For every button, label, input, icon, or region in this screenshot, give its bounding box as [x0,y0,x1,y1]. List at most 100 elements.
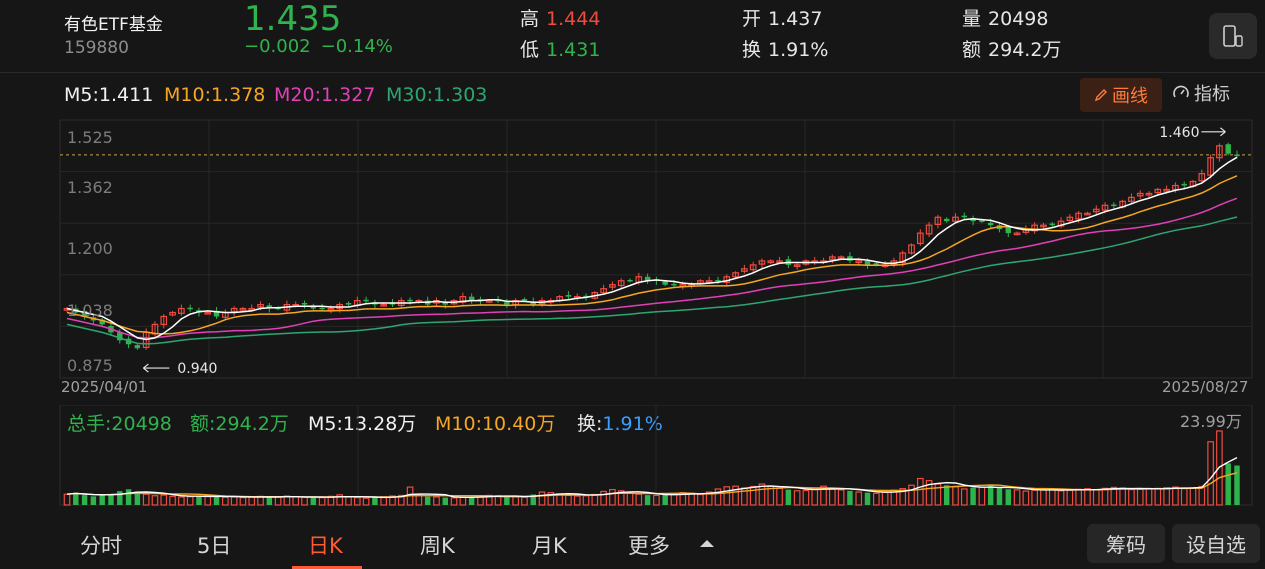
volume-bar [714,488,722,506]
change-value: −0.002 [244,36,311,57]
volume-bar [864,492,871,505]
candle-body [715,279,721,282]
tab-5day[interactable]: 5日 [197,534,232,558]
volume-bar [301,496,308,506]
volume-bar [1154,487,1162,506]
candle-body [916,232,924,245]
fund-code: 159880 [64,38,129,58]
candle-body [741,268,748,272]
candle-body [793,264,801,267]
high-value: 1.444 [546,8,601,30]
turnover-stat: 换 1.91% [742,39,829,61]
volume-bar [837,489,845,506]
candle-body [1225,144,1231,154]
landscape-toggle-button[interactable] [1209,13,1257,59]
volume-bar [547,492,555,506]
volume-bar [63,493,71,506]
candle-body [1154,188,1162,194]
volume-bar [117,491,123,505]
volume-bar [90,496,97,505]
candle-body [530,301,536,305]
volume-bar [573,495,581,506]
volume-bar [1066,489,1074,506]
high-stat: 高 1.444 [520,8,601,30]
open-stat: 开 1.437 [742,8,823,30]
volume-bar [1234,465,1240,505]
turnover-value: 1.91% [768,39,829,61]
volume-bar [644,495,651,505]
tab-monthly-k[interactable]: 月K [532,534,567,558]
candle-body [363,299,369,302]
volume-bar [723,486,731,506]
volume-bar [925,480,933,506]
volume-bar [600,490,607,506]
change-percent: −0.14% [320,36,393,57]
candle-body [565,295,572,297]
volume-bar [802,489,810,506]
max-price-annotation: 1.460 [1159,125,1199,141]
candle-body [248,307,256,311]
amount-stat: 额 294.2万 [962,39,1062,61]
candle-body [1128,196,1135,202]
candle-body [1066,216,1074,222]
candle-body [583,295,589,298]
tab-more[interactable]: 更多 [628,534,670,558]
candle-body [495,299,501,302]
volume-chart[interactable] [0,405,1265,513]
candle-body [81,310,88,317]
candle-body [257,303,264,308]
candle-body [230,307,238,313]
candle-body [952,216,959,222]
volume-bar [899,488,907,506]
candle-body [758,260,766,265]
tab-intraday[interactable]: 分时 [80,534,122,558]
volume-bar [125,489,132,505]
candle-body [99,319,105,325]
volume-bar [635,493,643,506]
indicator-button[interactable]: 指标 [1172,80,1230,106]
candle-body [617,280,625,287]
volume-bar [811,488,819,506]
candle-body [1013,232,1021,236]
ma20-line [66,197,1238,339]
candle-body [477,299,484,301]
caret-up-icon[interactable] [700,540,714,547]
candle-body [327,307,335,311]
volume-bar [626,492,634,506]
volume-bar [230,496,238,506]
add-watchlist-button[interactable]: 设自选 [1172,524,1260,563]
draw-line-button[interactable]: 画线 [1080,78,1162,112]
y-tick-label: 1.200 [67,239,113,258]
chip-distribution-button[interactable]: 筹码 [1087,524,1165,563]
volume-bar [424,496,431,505]
volume-bar [1180,488,1188,506]
ma20-label: M20:1.327 [274,84,376,106]
phone-rotate-icon [1223,25,1243,47]
candle-body [749,264,757,271]
tab-daily-k[interactable]: 日K [308,534,343,558]
ma30-label: M30:1.303 [386,84,488,106]
volume-bar [1145,488,1153,506]
volume-bar [732,485,739,506]
candle-body [160,315,168,326]
volume-bar [855,491,863,506]
candle-body [1049,223,1055,226]
volume-bar [336,494,344,506]
vol-ma10-label: M10:10.40万 [435,413,556,435]
total-volume-label: 总手:20498 [67,413,172,435]
volume-bar [960,488,968,506]
volume-bar [1110,486,1118,506]
volume-bar [881,491,889,506]
volume-bar [970,487,976,505]
volume-bar [996,487,1003,505]
tab-weekly-k[interactable]: 周K [420,534,455,558]
candle-body [873,263,880,265]
period-tab-bar: 分时 5日 日K 周K 月K 更多 筹码 设自选 [0,518,1265,569]
volume-bar [1040,488,1047,506]
volume-bar [169,495,176,506]
candle-body [1005,227,1012,234]
kline-chart[interactable]: 1.460 0.940 [0,118,1265,380]
volume-bar [353,496,361,506]
volume-bar [1216,430,1223,506]
volume-bar [565,494,572,506]
